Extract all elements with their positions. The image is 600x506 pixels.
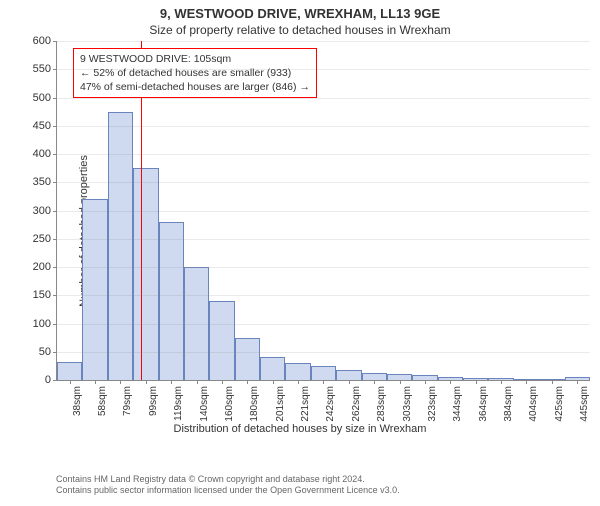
histogram-bar xyxy=(362,373,387,380)
footer-line-1: Contains HM Land Registry data © Crown c… xyxy=(56,474,590,485)
ytick-label: 100 xyxy=(33,318,57,330)
ytick-label: 300 xyxy=(33,205,57,217)
xtick-label: 140sqm xyxy=(199,386,210,422)
ytick-label: 50 xyxy=(39,346,57,358)
x-axis-label: Distribution of detached houses by size … xyxy=(0,423,600,435)
ytick-label: 550 xyxy=(33,63,57,75)
xtick-label: 201sqm xyxy=(275,386,286,422)
xtick-label: 303sqm xyxy=(402,386,413,422)
grid-line xyxy=(57,267,590,268)
xtick-label: 425sqm xyxy=(554,386,565,422)
histogram-bar xyxy=(209,301,234,380)
xtick-label: 99sqm xyxy=(148,386,159,416)
grid-line xyxy=(57,211,590,212)
ytick-label: 250 xyxy=(33,233,57,245)
histogram-bar xyxy=(336,370,361,380)
chart-title-desc: Size of property relative to detached ho… xyxy=(0,23,600,37)
ytick-label: 450 xyxy=(33,120,57,132)
xtick-label: 79sqm xyxy=(122,386,133,416)
histogram-bar xyxy=(82,199,107,380)
xtick-label: 58sqm xyxy=(97,386,108,416)
grid-line xyxy=(57,239,590,240)
grid-line xyxy=(57,41,590,42)
grid-line xyxy=(57,352,590,353)
ytick-label: 600 xyxy=(33,35,57,47)
xtick-label: 283sqm xyxy=(376,386,387,422)
ytick-label: 350 xyxy=(33,176,57,188)
grid-line xyxy=(57,98,590,99)
footer-line-2: Contains public sector information licen… xyxy=(56,485,590,496)
histogram-bar xyxy=(260,357,285,380)
xtick-label: 180sqm xyxy=(249,386,260,422)
histogram-bar xyxy=(57,362,82,380)
histogram-bar xyxy=(108,112,133,380)
xtick-label: 323sqm xyxy=(427,386,438,422)
histogram-bar xyxy=(311,366,336,380)
plot-area: 38sqm58sqm79sqm99sqm119sqm140sqm160sqm18… xyxy=(56,41,590,381)
chart-container: Number of detached properties 38sqm58sqm… xyxy=(56,41,590,421)
grid-line xyxy=(57,126,590,127)
histogram-bar xyxy=(235,338,260,380)
annotation-line: 9 WESTWOOD DRIVE: 105sqm xyxy=(80,52,310,66)
xtick-label: 242sqm xyxy=(325,386,336,422)
grid-line xyxy=(57,69,590,70)
ytick-label: 150 xyxy=(33,289,57,301)
grid-line xyxy=(57,154,590,155)
xtick-label: 364sqm xyxy=(478,386,489,422)
ytick-label: 200 xyxy=(33,261,57,273)
xtick-label: 445sqm xyxy=(579,386,590,422)
xtick-label: 344sqm xyxy=(452,386,463,422)
footer-attribution: Contains HM Land Registry data © Crown c… xyxy=(56,474,590,497)
annotation-line: ← 52% of detached houses are smaller (93… xyxy=(80,66,310,80)
xtick-label: 262sqm xyxy=(351,386,362,422)
ytick-label: 0 xyxy=(45,374,57,386)
grid-line xyxy=(57,295,590,296)
xtick-label: 119sqm xyxy=(173,386,184,421)
grid-line xyxy=(57,380,590,381)
histogram-bar xyxy=(159,222,184,380)
annotation-box: 9 WESTWOOD DRIVE: 105sqm← 52% of detache… xyxy=(73,48,317,99)
xtick-label: 384sqm xyxy=(503,386,514,422)
chart-title-address: 9, WESTWOOD DRIVE, WREXHAM, LL13 9GE xyxy=(0,6,600,21)
annotation-line: 47% of semi-detached houses are larger (… xyxy=(80,80,310,94)
xtick-label: 160sqm xyxy=(224,386,235,422)
xtick-label: 38sqm xyxy=(72,386,83,416)
xtick-label: 221sqm xyxy=(300,386,311,422)
histogram-bar xyxy=(285,363,310,380)
histogram-bar xyxy=(133,168,158,380)
grid-line xyxy=(57,182,590,183)
xtick-label: 404sqm xyxy=(528,386,539,422)
grid-line xyxy=(57,324,590,325)
ytick-label: 500 xyxy=(33,92,57,104)
ytick-label: 400 xyxy=(33,148,57,160)
